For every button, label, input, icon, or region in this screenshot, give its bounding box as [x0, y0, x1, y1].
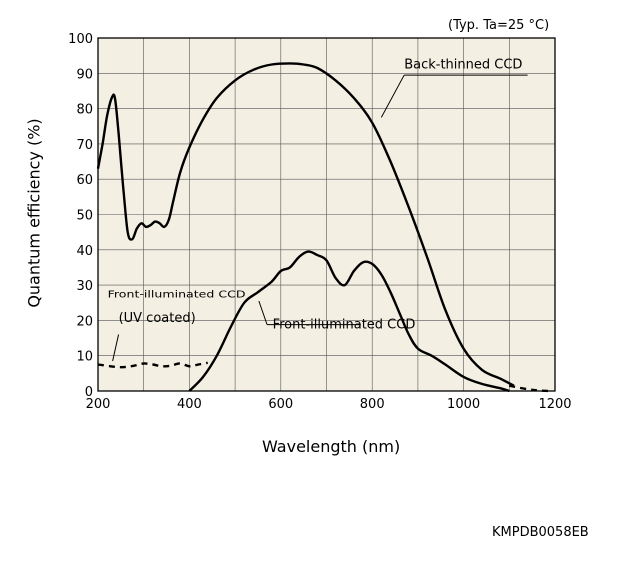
front-illuminated-ccd-line: [188, 250, 510, 393]
y-tick-label: 50: [76, 209, 93, 224]
grid-lines: [98, 38, 555, 391]
y-tick-label: 30: [76, 279, 93, 294]
y-axis-label: Quantum efficiency (%): [24, 118, 44, 308]
front-illuminated-leader-line: [258, 300, 268, 325]
x-axis-label: Wavelength (nm): [262, 437, 401, 456]
y-tick-label: 70: [76, 138, 93, 153]
back-thinned-ccd-line: [96, 62, 515, 387]
series-label-front-illuminated: Front-illuminated CCD: [273, 318, 416, 333]
y-tick-label: 20: [76, 314, 93, 329]
annotations: Back-thinned CCD Front-illuminated CCD F…: [108, 58, 528, 362]
back-thinned-leader-line: [380, 74, 405, 118]
x-tick-label: 600: [268, 397, 293, 412]
x-tick-label: 200: [86, 397, 111, 412]
y-tick-label: 0: [85, 385, 93, 400]
series-label-back-thinned: Back-thinned CCD: [404, 58, 522, 73]
x-tick-label: 800: [360, 397, 385, 412]
y-tick-label: 90: [76, 67, 93, 82]
y-tick-label: 60: [76, 173, 93, 188]
y-tick-label: 100: [68, 32, 93, 47]
x-tick-label: 1200: [538, 397, 571, 412]
y-tick-label: 80: [76, 103, 93, 118]
axis-tick-labels: 200 400 600 800 1000 1200 0 10 20 30 40 50 60 70 80 90 1…: [68, 32, 571, 412]
series-lines: [96, 62, 551, 393]
uv-coated-leader-line: [112, 334, 120, 362]
condition-note: (Typ. Ta=25 °C): [448, 18, 550, 33]
y-tick-label: 10: [76, 350, 93, 365]
plot-frame: [97, 37, 556, 392]
front-illuminated-ccd-uv-coated-line: [97, 361, 208, 369]
x-tick-label: 1000: [447, 397, 480, 412]
series-label-uv-coated-line2: (UV coated): [119, 311, 196, 326]
x-tick-label: 400: [177, 397, 202, 412]
series-label-uv-coated-line1: Front-illuminated CCD: [108, 289, 246, 300]
y-tick-label: 40: [76, 244, 93, 259]
document-code: KMPDB0058EB: [492, 525, 589, 540]
